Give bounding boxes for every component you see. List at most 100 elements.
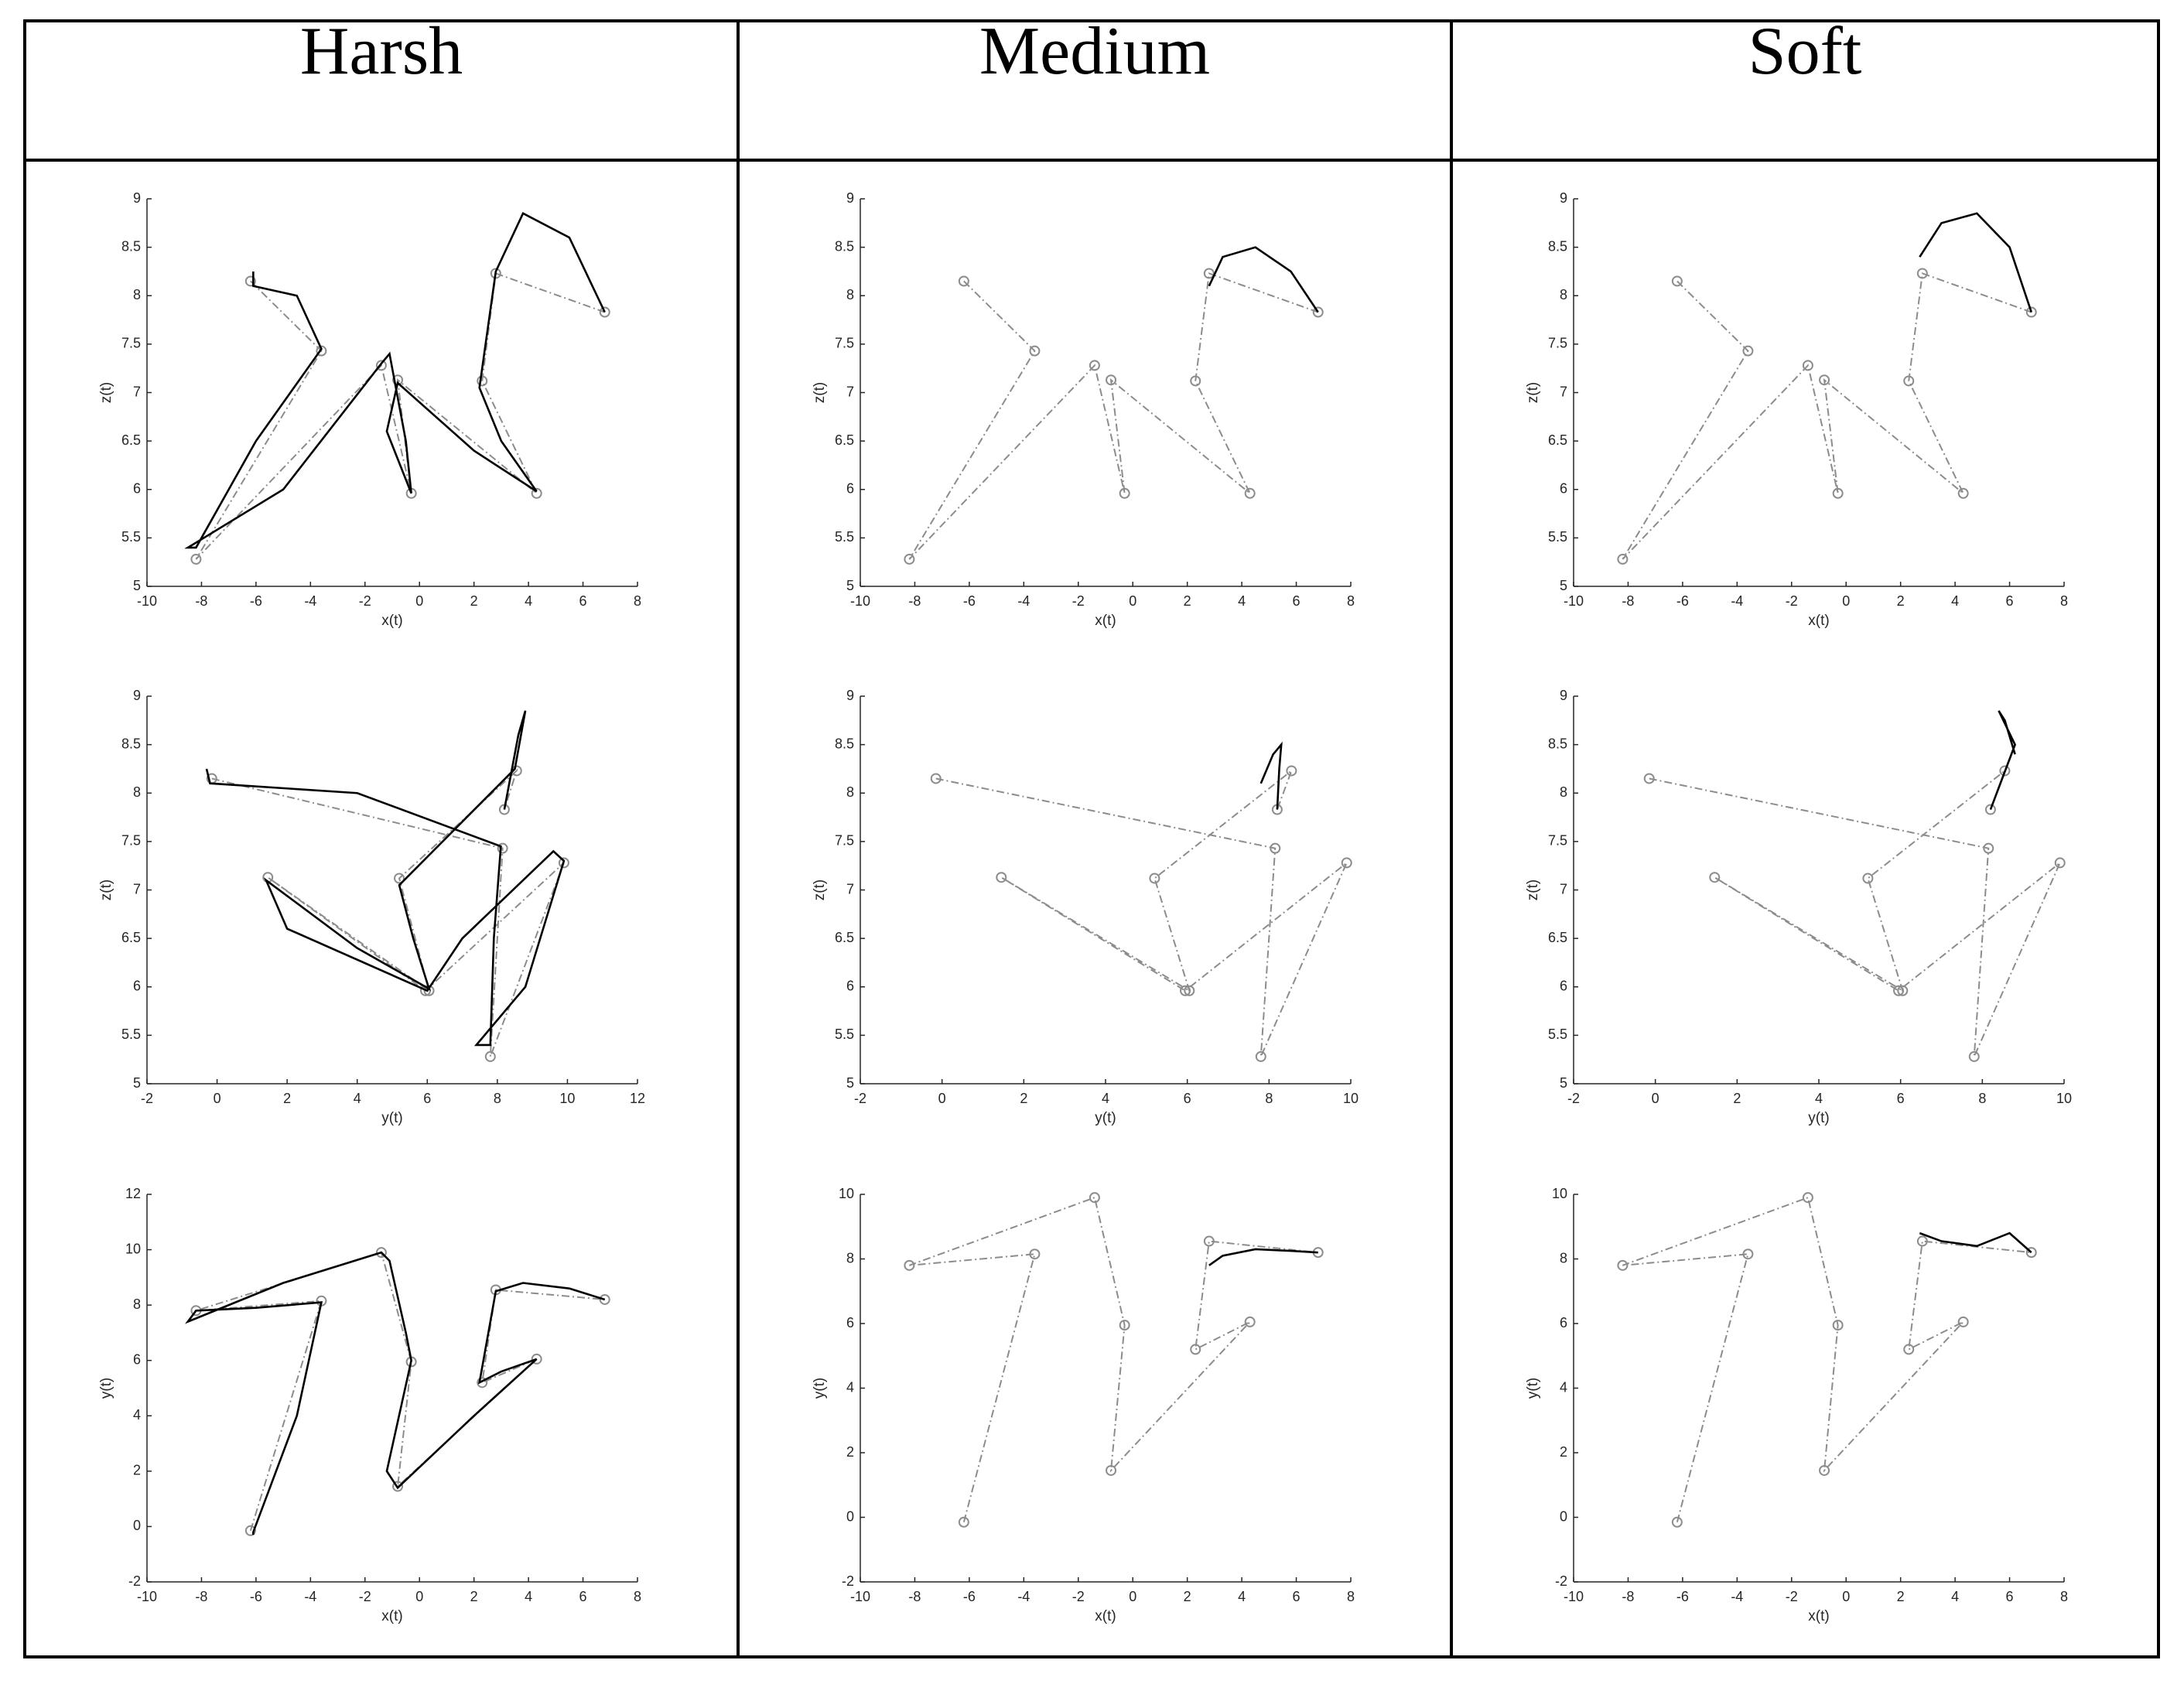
x-tick-label: 0: [1842, 593, 1850, 609]
x-tick-label: 2: [283, 1091, 291, 1106]
y-tick-label: 8.5: [835, 238, 854, 254]
y-tick-label: 6.5: [121, 432, 141, 448]
x-axis-label: x(t): [1095, 613, 1116, 629]
y-tick-label: 9: [1560, 688, 1567, 703]
x-tick-label: 6: [1184, 1091, 1191, 1106]
x-tick-label: 8: [1978, 1091, 1986, 1106]
y-tick-label: -2: [128, 1573, 141, 1589]
y-tick-label: 8: [133, 784, 141, 800]
x-tick-label: 0: [938, 1091, 946, 1106]
x-tick-label: -2: [854, 1091, 866, 1106]
x-axis-label: y(t): [1095, 1110, 1116, 1126]
y-axis-label: z(t): [98, 880, 114, 900]
waypoint-marker: [244, 275, 256, 287]
x-tick-label: 6: [2006, 593, 2014, 609]
chart: -2 0 2 4 6 8 10 5 5.5 6 6.5 7 7.5 8 8.5 9 y(t) z(t): [1525, 688, 2072, 1126]
y-tick-label: 8: [846, 287, 854, 302]
y-tick-label: 5.5: [1548, 529, 1567, 545]
x-tick-label: -6: [250, 1589, 262, 1604]
trajectory: [205, 710, 566, 1047]
x-tick-label: 2: [1897, 1589, 1905, 1604]
y-tick-label: 7.5: [835, 336, 854, 351]
waypoint-marker: [1742, 345, 1754, 357]
y-axis-label: z(t): [1525, 382, 1541, 403]
x-tick-label: 12: [630, 1091, 645, 1106]
chart: -10 -8 -6 -4 -2 0 2 4 6 8 -2 0 2 4 6 8 10 x(t) y(t): [1525, 1186, 2068, 1624]
x-tick-label: 8: [494, 1091, 501, 1106]
x-tick-label: 4: [354, 1091, 361, 1106]
x-tick-label: -2: [1567, 1091, 1580, 1106]
y-tick-label: 6.5: [121, 930, 141, 945]
x-tick-label: 8: [634, 593, 641, 609]
y-tick-label: 8.5: [1548, 238, 1567, 254]
x-tick-label: 2: [1897, 593, 1905, 609]
waypoint-marker: [599, 306, 610, 318]
waypoint-marker: [484, 1050, 496, 1062]
x-tick-label: 0: [1652, 1091, 1659, 1106]
waypoint-marker: [1832, 1320, 1844, 1331]
y-axis-label: z(t): [812, 880, 828, 900]
y-tick-label: 6: [1560, 979, 1567, 994]
y-tick-label: 6: [133, 1351, 141, 1367]
y-tick-label: 7: [1560, 384, 1567, 399]
trajectory: [1919, 1231, 2032, 1254]
y-tick-label: 8.5: [121, 238, 141, 254]
y-tick-label: 6: [846, 481, 854, 497]
x-tick-label: -4: [1731, 1589, 1743, 1604]
waypoint-line: [1622, 1196, 2032, 1523]
waypoint-line: [195, 272, 606, 560]
x-tick-label: -6: [250, 593, 262, 609]
waypoint-marker: [497, 842, 508, 854]
waypoint-marker: [394, 873, 405, 884]
x-tick-label: 2: [1184, 1589, 1191, 1604]
y-axis-label: y(t): [812, 1378, 828, 1399]
y-tick-label: 2: [846, 1444, 854, 1460]
y-tick-label: 8: [133, 1296, 141, 1312]
x-tick-label: -2: [1786, 593, 1798, 609]
y-tick-label: 5: [133, 1075, 141, 1091]
y-tick-label: 5.5: [835, 529, 854, 545]
waypoint-marker: [1119, 487, 1130, 499]
x-axis-label: x(t): [1808, 613, 1829, 629]
y-tick-label: 8: [1560, 784, 1567, 800]
waypoint-marker: [1190, 1344, 1201, 1355]
waypoint-marker: [244, 1525, 256, 1536]
x-axis-label: x(t): [1808, 1608, 1829, 1624]
y-tick-label: 5.5: [121, 1026, 141, 1042]
y-tick-label: 5: [1560, 578, 1567, 593]
y-tick-label: 5.5: [1548, 1026, 1567, 1042]
y-tick-label: 6: [133, 979, 141, 994]
x-tick-label: 4: [1238, 1589, 1246, 1604]
y-tick-label: 10: [125, 1241, 141, 1256]
y-tick-label: 8.5: [121, 736, 141, 751]
waypoint-line: [908, 272, 1319, 560]
chart: -10 -8 -6 -4 -2 0 2 4 6 8 5 5.5 6 6.5 7 7.5 8 8.5 9 x(t) z(t…: [812, 190, 1355, 629]
x-tick-label: -2: [1072, 593, 1085, 609]
x-tick-label: 6: [1897, 1091, 1905, 1106]
waypoint-marker: [375, 1247, 387, 1259]
waypoint-marker: [392, 1481, 404, 1492]
waypoint-marker: [958, 275, 969, 287]
x-tick-label: -10: [850, 1589, 870, 1604]
waypoint-marker: [1029, 1248, 1041, 1260]
waypoint-marker: [2025, 306, 2037, 318]
y-tick-label: 7.5: [835, 833, 854, 849]
x-tick-label: -8: [195, 593, 207, 609]
x-tick-label: 8: [1265, 1091, 1273, 1106]
waypoint-marker: [599, 1293, 610, 1305]
trajectory: [1989, 710, 2017, 810]
waypoint-marker: [1897, 985, 1909, 996]
waypoint-marker: [1244, 1316, 1256, 1327]
x-tick-label: -4: [304, 1589, 316, 1604]
waypoint-marker: [1119, 1320, 1130, 1331]
x-tick-label: 10: [559, 1091, 575, 1106]
x-tick-label: -10: [137, 1589, 157, 1604]
x-tick-label: 0: [415, 1589, 423, 1604]
y-tick-label: 5: [846, 578, 854, 593]
y-tick-label: -2: [842, 1573, 854, 1589]
column-header: Soft: [1748, 14, 1862, 89]
waypoint-marker: [904, 553, 915, 565]
x-tick-label: 2: [470, 1589, 478, 1604]
waypoint-marker: [1106, 374, 1117, 386]
